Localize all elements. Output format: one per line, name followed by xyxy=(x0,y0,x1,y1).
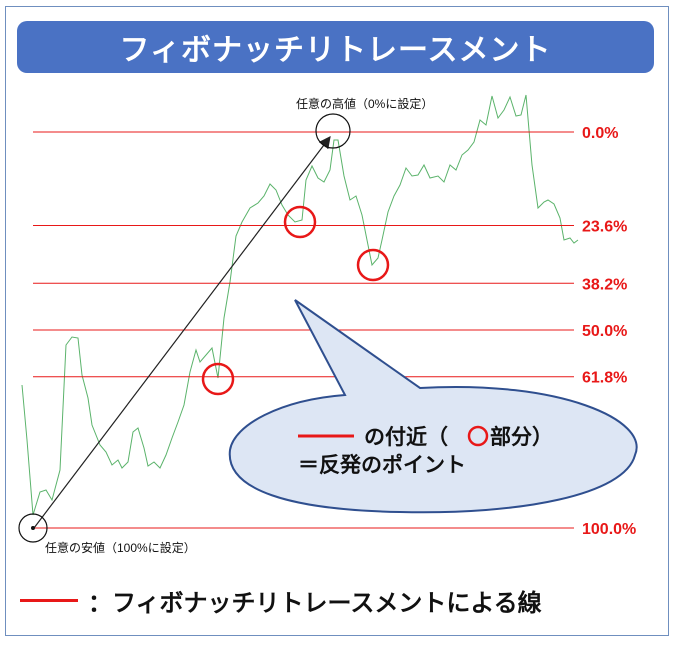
fib-label-0-0: 0.0% xyxy=(582,125,618,142)
bounce-circle-38-2 xyxy=(356,248,390,282)
fib-label-100-0: 100.0% xyxy=(582,521,636,538)
callout-circle-icon xyxy=(467,425,489,447)
callout-line1-suffix: の付近（ xyxy=(364,425,448,449)
legend-red-line xyxy=(20,598,78,602)
fib-label-50-0: 50.0% xyxy=(582,323,627,340)
legend-text: ：フィボナッチリトレースメントによる線 xyxy=(88,588,542,617)
fib-label-23-6: 23.6% xyxy=(582,218,627,235)
bounce-circle-23-6 xyxy=(283,205,317,239)
figure-frame xyxy=(5,6,669,636)
low-point-label: 任意の安値（100%に設定） xyxy=(45,540,196,555)
legend: ：フィボナッチリトレースメントによる線 xyxy=(20,582,542,618)
high-point-label: 任意の高値（0%に設定） xyxy=(296,96,433,111)
fib-label-38-2: 38.2% xyxy=(582,276,627,293)
callout-bubble xyxy=(228,299,638,514)
retracement-arrow xyxy=(33,136,331,529)
callout-line2: ＝反発のポイント xyxy=(298,453,466,477)
low-point-dot xyxy=(31,526,35,530)
fib-label-61-8: 61.8% xyxy=(582,370,627,387)
bounce-circle-61-8 xyxy=(201,362,235,396)
title-banner: フィボナッチリトレースメント xyxy=(17,21,654,73)
title-text: フィボナッチリトレースメント xyxy=(119,33,552,68)
high-point-marker xyxy=(315,113,351,149)
low-point-marker xyxy=(18,513,48,543)
price-line xyxy=(21,94,579,516)
callout-line1-part: 部分） xyxy=(490,425,553,449)
